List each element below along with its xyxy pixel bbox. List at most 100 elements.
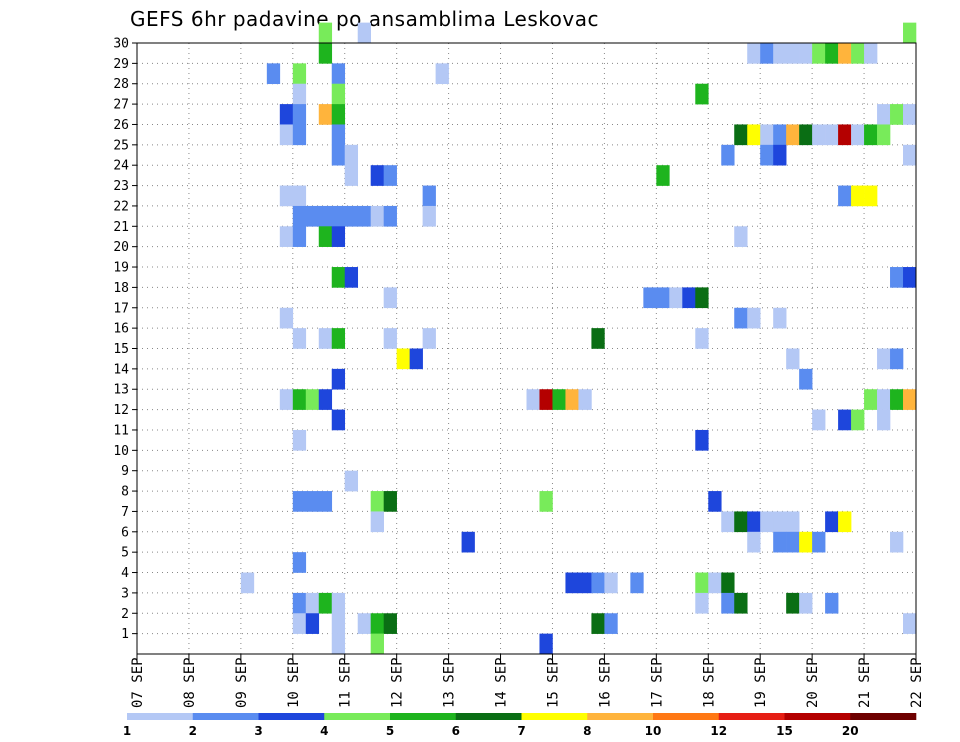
heatmap-cell <box>799 592 813 614</box>
heatmap-cell <box>292 613 307 634</box>
heatmap-cell <box>370 613 384 634</box>
heatmap-cell <box>266 63 281 85</box>
heatmap-cell <box>695 328 709 349</box>
y-tick-label: 17 <box>113 301 129 316</box>
heatmap-cell <box>773 531 787 553</box>
heatmap-cell <box>344 144 359 166</box>
x-tick-label: 08 SEP <box>182 657 198 708</box>
x-axis: 07 SEP 08 SEP 09 SEP 10 SEP 11 SEP 12 SEP 13 S… <box>130 654 925 708</box>
heatmap-cell <box>812 124 826 146</box>
heatmap-cell <box>851 185 865 207</box>
heatmap-cell <box>903 104 917 125</box>
y-tick-label: 28 <box>113 77 129 92</box>
legend-label: 6 <box>452 724 460 738</box>
x-tick-label: 10 SEP <box>286 657 302 708</box>
legend-label: 15 <box>776 724 793 738</box>
heatmap-cell <box>305 613 320 634</box>
heatmap-cell <box>760 144 774 166</box>
heatmap-cell <box>383 287 397 309</box>
heatmap-cell <box>747 307 761 329</box>
heatmap-cell <box>409 348 423 370</box>
y-tick-label: 10 <box>113 444 129 459</box>
y-tick-label: 6 <box>121 525 129 540</box>
heatmap-cell <box>721 511 735 533</box>
legend-swatch <box>718 713 785 720</box>
heatmap-cell <box>279 226 294 247</box>
x-tick-label: 21 SEP <box>857 657 873 708</box>
heatmap-cell <box>864 43 878 64</box>
heatmap-cell <box>864 124 878 146</box>
heatmap-cell <box>331 144 346 166</box>
heatmap-cell <box>357 613 371 634</box>
heatmap-cell <box>318 592 333 614</box>
heatmap-cell <box>565 572 579 594</box>
heatmap-cell <box>864 185 878 207</box>
heatmap-cell <box>890 267 904 288</box>
heatmap-cell <box>318 491 333 512</box>
legend-label: 2 <box>189 724 197 738</box>
heatmap-cell <box>292 104 307 125</box>
heatmap-cell <box>903 267 917 288</box>
heatmap-cell <box>331 205 346 227</box>
heatmap-cell <box>786 511 800 533</box>
y-tick-label: 23 <box>113 179 129 194</box>
heatmap-cell <box>292 592 307 614</box>
y-tick-label: 22 <box>113 199 129 214</box>
heatmap-cell <box>591 572 605 594</box>
heatmap-cell <box>305 491 320 512</box>
heatmap-cell <box>344 267 359 288</box>
heatmap-cell <box>838 511 852 533</box>
y-tick-label: 27 <box>113 98 129 113</box>
heatmap-cell <box>773 511 787 533</box>
legend-swatch <box>653 713 720 720</box>
heatmap-cell <box>292 328 307 349</box>
y-tick-label: 26 <box>113 118 129 133</box>
heatmap-cell <box>890 389 904 410</box>
heatmap-cell <box>331 368 346 390</box>
heatmap-cell <box>734 307 748 329</box>
x-tick-label: 19 SEP <box>753 657 769 708</box>
heatmap-cell <box>318 389 333 410</box>
heatmap-cell <box>825 43 839 64</box>
heatmap-cell <box>604 572 618 594</box>
y-tick-label: 14 <box>113 362 129 377</box>
heatmap-cell <box>292 185 307 207</box>
heatmap-cell <box>656 165 670 186</box>
heatmap-cell <box>695 83 709 105</box>
legend-swatch <box>192 713 259 720</box>
y-tick-label: 3 <box>121 586 129 601</box>
heatmap-cell <box>864 389 878 410</box>
heatmap-cell <box>695 429 709 451</box>
heatmap-cell <box>747 511 761 533</box>
heatmap-cell <box>279 307 294 329</box>
heatmap-cell <box>877 348 891 370</box>
y-tick-label: 4 <box>121 566 129 581</box>
y-tick-label: 29 <box>113 57 129 72</box>
heatmap-cell <box>357 22 371 44</box>
heatmap-cell <box>695 287 709 309</box>
heatmap-cell <box>838 124 852 146</box>
heatmap-cell <box>773 144 787 166</box>
heatmap-cell <box>799 368 813 390</box>
legend-swatch <box>587 713 654 720</box>
y-tick-label: 25 <box>113 138 129 153</box>
heatmap-cell <box>851 409 865 431</box>
heatmap-cell <box>890 104 904 125</box>
heatmap-cell <box>305 389 320 410</box>
heatmap-cell <box>344 205 359 227</box>
x-tick-label: 16 SEP <box>597 657 613 708</box>
legend-swatch <box>521 713 588 720</box>
heatmap-cell <box>578 572 592 594</box>
heatmap-cell <box>786 124 800 146</box>
heatmap-cell <box>383 613 397 634</box>
heatmap-cell <box>903 389 917 410</box>
heatmap-cell <box>552 389 566 410</box>
heatmap-cell <box>279 389 294 410</box>
legend-label: 5 <box>386 724 394 738</box>
heatmap-cell <box>305 205 320 227</box>
heatmap-cell <box>591 613 605 634</box>
heatmap-cell <box>396 348 410 370</box>
heatmap-cell <box>370 165 384 186</box>
y-tick-label: 1 <box>121 627 129 642</box>
legend: 1 2 3 4 5 6 7 8 10 12 15 20 <box>123 713 917 738</box>
